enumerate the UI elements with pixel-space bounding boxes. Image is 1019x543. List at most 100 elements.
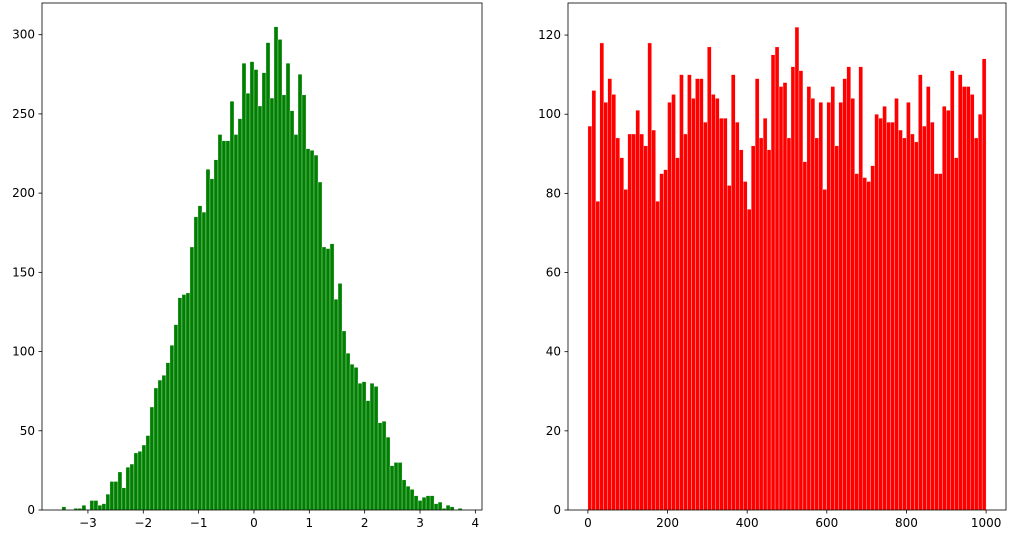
- bar: [854, 173, 859, 511]
- bar: [894, 98, 899, 511]
- bar: [739, 149, 744, 511]
- bar: [241, 63, 247, 511]
- bar: [838, 102, 843, 511]
- bar: [898, 129, 903, 511]
- bar: [217, 134, 223, 511]
- bar: [794, 26, 800, 511]
- bar: [619, 157, 624, 511]
- bar: [353, 367, 359, 511]
- bar: [715, 98, 720, 511]
- bar: [878, 118, 883, 511]
- bar: [806, 86, 812, 511]
- bar: [89, 500, 95, 511]
- bar: [910, 133, 915, 511]
- bar: [727, 185, 732, 511]
- bar: [699, 78, 704, 511]
- bar: [842, 78, 847, 511]
- bar: [655, 201, 660, 511]
- bar: [778, 86, 784, 511]
- bar: [313, 154, 319, 511]
- bar: [433, 503, 439, 511]
- bar: [153, 387, 159, 511]
- y-tick-label: 150: [12, 265, 35, 279]
- bar: [169, 345, 175, 511]
- bar: [663, 169, 668, 511]
- bar: [802, 161, 808, 511]
- bar: [381, 421, 387, 511]
- bar: [413, 495, 419, 511]
- bar: [337, 283, 343, 511]
- bar: [357, 383, 363, 511]
- x-tick-label: 600: [815, 516, 838, 530]
- bar: [109, 481, 115, 511]
- bar: [261, 72, 267, 511]
- bar: [61, 506, 67, 511]
- bar: [890, 121, 895, 511]
- bar: [157, 379, 163, 511]
- bar: [611, 94, 616, 511]
- bar: [774, 46, 780, 511]
- bar: [758, 137, 764, 511]
- bar: [189, 246, 195, 511]
- y-tick-label: 120: [538, 28, 561, 42]
- bar: [213, 159, 219, 511]
- bar: [814, 137, 820, 511]
- bar: [810, 98, 816, 511]
- bar: [289, 110, 295, 511]
- bar: [846, 66, 851, 511]
- bar: [675, 157, 680, 511]
- bar: [834, 145, 839, 511]
- bar: [181, 294, 187, 511]
- x-tick-label: 800: [895, 516, 918, 530]
- bar: [449, 506, 455, 511]
- bar: [389, 465, 395, 511]
- bar: [595, 201, 601, 511]
- bar: [201, 211, 207, 511]
- y-tick-label: 60: [546, 266, 561, 280]
- axes-frame: [41, 2, 483, 511]
- bar: [659, 173, 664, 511]
- bar: [221, 140, 227, 511]
- bar: [667, 102, 672, 511]
- bar: [421, 497, 427, 511]
- bar: [349, 364, 355, 511]
- bar: [445, 505, 451, 511]
- bar: [325, 248, 331, 511]
- bar: [954, 157, 959, 511]
- bar: [369, 383, 375, 511]
- bar: [858, 66, 863, 511]
- x-tick-label: 0: [584, 516, 592, 530]
- bar: [165, 362, 171, 511]
- bar: [683, 133, 688, 511]
- bar: [321, 246, 327, 511]
- bar: [265, 42, 271, 511]
- bar: [671, 94, 676, 511]
- y-tick-label: 50: [20, 424, 35, 438]
- bar: [743, 181, 748, 511]
- bar: [425, 495, 431, 511]
- bar: [385, 436, 391, 511]
- bar: [149, 406, 155, 511]
- bar: [882, 106, 887, 511]
- bar: [981, 58, 987, 511]
- bar: [249, 61, 255, 511]
- bar: [966, 86, 971, 511]
- bar: [341, 330, 347, 511]
- bar: [373, 386, 379, 511]
- bar: [754, 78, 760, 511]
- bar: [950, 70, 955, 511]
- bar: [631, 133, 636, 511]
- bar: [345, 352, 351, 511]
- bar: [113, 481, 119, 511]
- bar: [161, 375, 167, 511]
- bar: [719, 118, 724, 511]
- bar: [874, 114, 879, 511]
- bar: [273, 26, 279, 511]
- bar: [707, 46, 712, 511]
- bar: [333, 299, 339, 511]
- bar: [185, 292, 191, 511]
- bar: [635, 110, 640, 511]
- x-tick-label: 200: [656, 516, 679, 530]
- bar: [790, 66, 796, 511]
